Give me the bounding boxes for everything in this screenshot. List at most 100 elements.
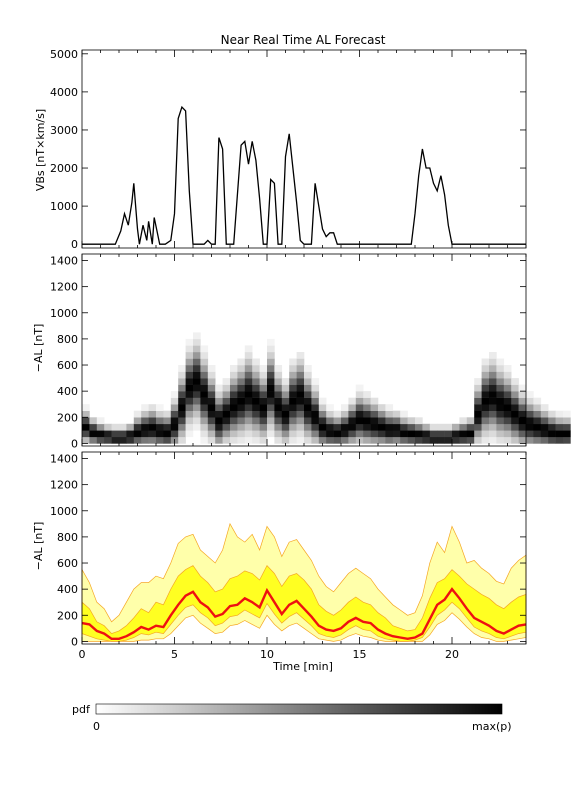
al-pdf-cell (281, 397, 290, 405)
al-pdf-cell (185, 338, 194, 346)
al-pdf-cell (392, 436, 401, 444)
al-pdf-cell (348, 430, 357, 438)
al-pdf-cell (193, 410, 201, 418)
al-pdf-cell (296, 404, 305, 411)
al-pdf-cell (104, 436, 112, 444)
al-pdf-cell (274, 378, 283, 385)
al-pdf-cell (259, 430, 268, 438)
al-pdf-cell (496, 430, 505, 438)
al-pdf-cell (185, 410, 194, 418)
al-pdf-cell (518, 423, 527, 431)
al-pdf-cell (185, 378, 194, 385)
al-pdf-cell (252, 423, 260, 431)
al-pdf-cell (289, 417, 297, 425)
al-pdf-cell (511, 430, 519, 438)
al-pdf-cell (540, 430, 549, 438)
al-pdf-cell (163, 436, 172, 444)
al-pdf-cell (378, 410, 386, 418)
al-pdf-cell (185, 417, 194, 425)
al-pdf-cell (555, 417, 564, 425)
al-pdf-cell (526, 391, 534, 398)
al-pdf-cell (200, 391, 209, 398)
x-axis-label: Time [min] (272, 660, 333, 673)
al-pdf-cell (400, 410, 408, 418)
al-pdf-cell (237, 358, 246, 366)
al-pdf-cell (503, 378, 512, 385)
al-pdf-cell (230, 410, 238, 418)
al-pdf-cell (407, 423, 416, 431)
al-pdf-cell (281, 378, 290, 385)
al-pdf-cell (170, 417, 179, 425)
al-pdf-cell (230, 423, 238, 431)
al-pdf-cell (481, 436, 490, 444)
al-pdf-cell (481, 384, 490, 392)
colorbar-gradient (95, 703, 503, 715)
al-pdf-cell (296, 423, 305, 431)
al-pdf-cell (496, 378, 505, 385)
al-pdf-cell (422, 436, 431, 444)
al-pdf-cell (511, 397, 519, 405)
al-pdf-cell (148, 423, 157, 431)
al-pdf-cell (385, 423, 394, 431)
al-pdf-ytick-label: 1200 (50, 281, 78, 294)
al-pdf-cell (178, 404, 186, 411)
al-pdf-cell (459, 430, 468, 438)
al-pdf-cell (363, 404, 371, 411)
al-pdf-cell (104, 430, 112, 438)
al-pdf-cell (378, 417, 386, 425)
al-pdf-cell (333, 423, 342, 431)
al-pdf-cell (355, 391, 364, 398)
al-pdf-cell (481, 391, 490, 398)
al-pdf-cell (281, 430, 290, 438)
al-pdf-cell (503, 404, 512, 411)
al-pdf-cell (548, 436, 556, 444)
al-pdf-cell (304, 410, 312, 418)
al-pdf-cell (126, 430, 135, 438)
al-pdf-cell (111, 436, 120, 444)
al-pdf-cell (274, 436, 283, 444)
al-pdf-cell (489, 436, 497, 444)
al-pdf-cell (82, 410, 90, 418)
al-pdf-cell (311, 410, 320, 418)
al-pdf-cell (156, 436, 164, 444)
al-pdf-cell (511, 423, 519, 431)
al-pdf-cell (222, 384, 231, 392)
al-pdf-cell (355, 430, 364, 438)
al-pdf-cell (274, 423, 283, 431)
al-pdf-cell (274, 371, 283, 379)
al-pdf-cell (244, 391, 253, 398)
al-pdf-cell (178, 410, 186, 418)
al-pdf-cell (304, 436, 312, 444)
al-pdf-cell (259, 410, 268, 418)
al-pdf-cell (178, 371, 186, 379)
al-pdf-cell (370, 404, 379, 411)
al-pdf-cell (82, 404, 90, 411)
al-pdf-cell (178, 423, 186, 431)
al-pdf-cell (533, 410, 542, 418)
al-pdf-cell (304, 417, 312, 425)
al-pdf-cell (185, 423, 194, 431)
al-pdf-cell (378, 423, 386, 431)
al-pdf-cell (348, 436, 357, 444)
al-pdf-cell (503, 391, 512, 398)
al-pdf-cell (237, 397, 246, 405)
al-pdf-cell (259, 404, 268, 411)
al-pdf-ytick-label: 200 (57, 411, 78, 424)
al-pdf-cell (555, 430, 564, 438)
al-pdf-cell (496, 391, 505, 398)
al-pdf-cell (200, 436, 209, 444)
al-pdf-cell (533, 423, 542, 431)
al-pdf-cell (518, 391, 527, 398)
al-pdf-cell (274, 365, 283, 372)
al-pdf-cell (496, 371, 505, 379)
al-pdf-cell (178, 378, 186, 385)
al-pdf-cell (415, 430, 423, 438)
al-band-ytick-label: 1200 (50, 479, 78, 492)
al-pdf-cell (459, 417, 468, 425)
al-pdf-cell (185, 358, 194, 366)
al-band-ytick-label: 200 (57, 609, 78, 622)
al-pdf-cell (503, 371, 512, 379)
al-pdf-cell (111, 430, 120, 438)
al-pdf-cell (82, 417, 90, 425)
al-pdf-cell (496, 410, 505, 418)
